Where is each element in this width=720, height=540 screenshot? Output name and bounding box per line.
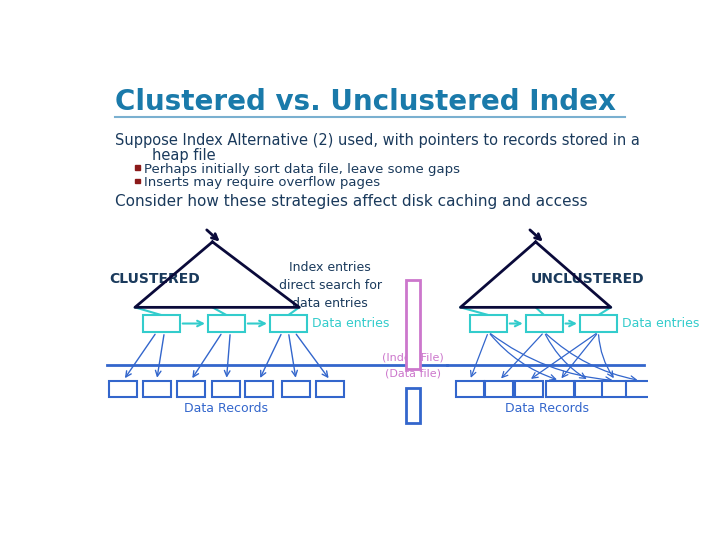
Bar [135,179,140,184]
Text: Perhaps initially sort data file, leave some gaps: Perhaps initially sort data file, leave … [144,163,460,176]
Bar [485,381,513,397]
Text: UNCLUSTERED: UNCLUSTERED [531,272,644,286]
Bar [282,381,310,397]
Bar [177,381,204,397]
Bar [546,381,574,397]
Text: Data entries: Data entries [312,317,389,330]
Bar [143,315,180,332]
Bar [469,315,507,332]
Bar [270,315,307,332]
Text: Inserts may require overflow pages: Inserts may require overflow pages [144,177,380,190]
Text: heap file: heap file [114,148,215,163]
Text: Suppose Index Alternative (2) used, with pointers to records stored in a: Suppose Index Alternative (2) used, with… [114,132,639,147]
Bar [526,315,563,332]
Bar [626,381,654,397]
Bar [208,315,245,332]
Bar [245,381,273,397]
Text: (Data file): (Data file) [385,368,441,378]
Bar [580,315,617,332]
Text: Index entries
direct search for
data entries: Index entries direct search for data ent… [279,261,382,310]
Text: Clustered vs. Unclustered Index: Clustered vs. Unclustered Index [114,88,616,116]
Bar [406,388,420,423]
Bar [109,381,138,397]
Text: Data Records: Data Records [505,402,589,415]
Bar [143,381,171,397]
Text: Consider how these strategies affect disk caching and access: Consider how these strategies affect dis… [114,194,588,209]
Bar [135,165,140,170]
Text: (Index File): (Index File) [382,352,444,362]
Bar [406,280,420,369]
Bar [515,381,543,397]
Bar [316,381,344,397]
Bar [212,381,240,397]
Bar [601,381,629,397]
Text: Data entries: Data entries [621,317,699,330]
Bar [575,381,603,397]
Bar [456,381,484,397]
Text: Data Records: Data Records [184,402,268,415]
Text: CLUSTERED: CLUSTERED [109,272,200,286]
